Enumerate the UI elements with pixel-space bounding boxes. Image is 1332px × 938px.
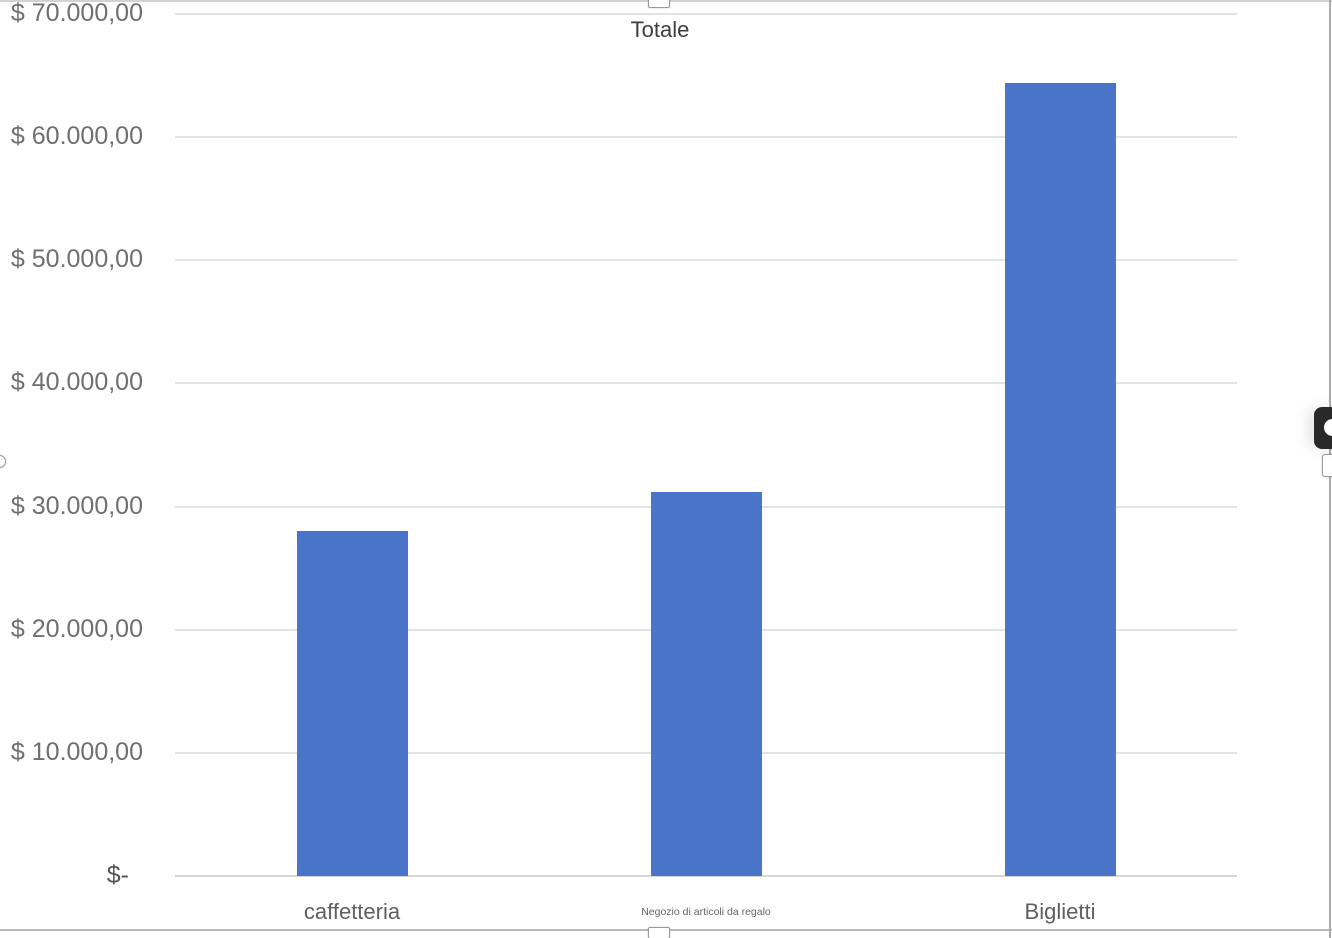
bar-caffetteria[interactable] [296, 531, 408, 876]
y-tick-label: $- [106, 861, 129, 889]
y-tick-label: $ 30.000,00 [10, 491, 143, 520]
y-tick-label: $ 50.000,00 [10, 245, 143, 274]
y-tick-label: $ 70.000,00 [10, 0, 143, 27]
gridline [175, 259, 1237, 262]
chart-title: Totale [630, 17, 690, 42]
gridline [175, 382, 1237, 385]
selection-handle-bottom[interactable] [648, 927, 670, 938]
gridline [175, 136, 1237, 139]
y-tick-label: $ 40.000,00 [10, 368, 143, 397]
selection-handle-top[interactable] [648, 0, 670, 8]
x-tick-label: Biglietti [1024, 899, 1096, 924]
gridline [175, 13, 1237, 15]
x-axis-line [175, 875, 1237, 877]
bar-negozio-di-articoli-da-regalo[interactable] [650, 491, 762, 876]
edge-overlay-button[interactable] [1314, 407, 1332, 449]
circle-icon [1324, 419, 1332, 436]
x-tick-label: Negozio di articoli da regalo [641, 906, 771, 918]
bar-biglietti[interactable] [1004, 82, 1116, 876]
y-tick-label: $ 20.000,00 [10, 614, 143, 643]
y-tick-label: $ 60.000,00 [10, 122, 143, 151]
selection-handle-right[interactable] [1322, 454, 1332, 477]
x-tick-label: caffetteria [303, 899, 401, 924]
y-tick-label: $ 10.000,00 [10, 737, 143, 766]
